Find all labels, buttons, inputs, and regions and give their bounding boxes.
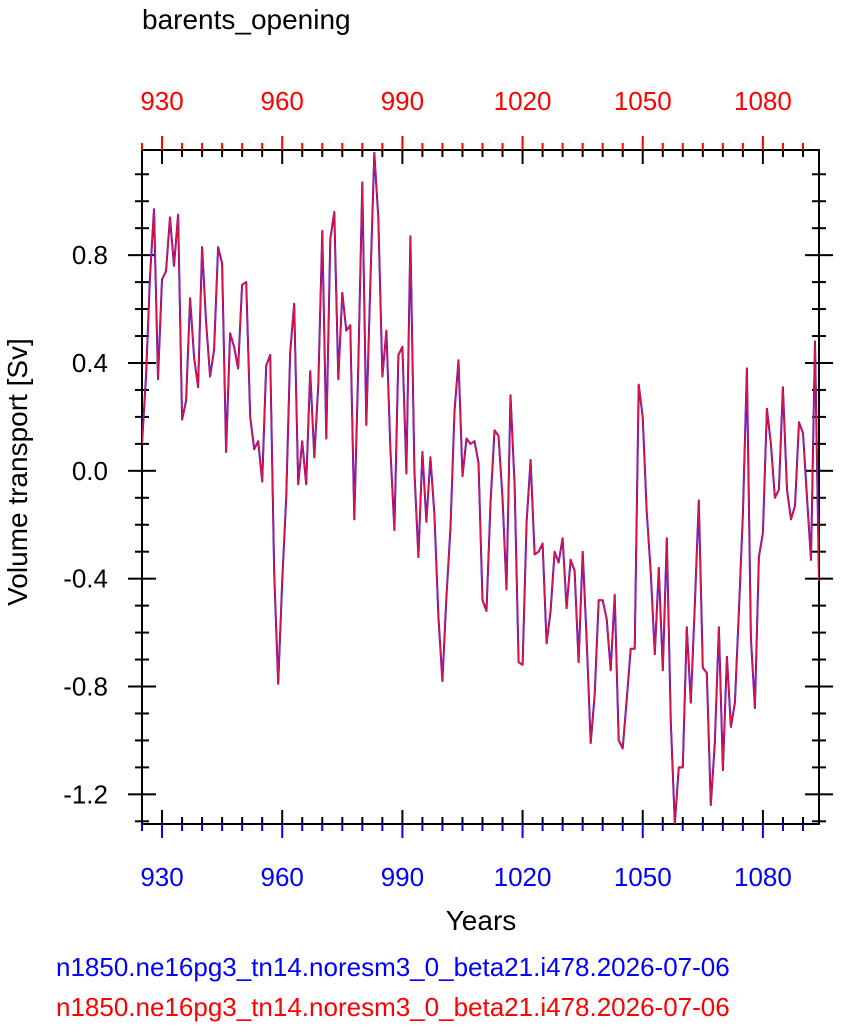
series-line-blue: [142, 151, 819, 824]
y-tick-label: -0.8: [63, 672, 108, 702]
y-tick-label: 0.8: [72, 240, 108, 270]
y-tick-label: 0.0: [72, 456, 108, 486]
legend-caption-red: n1850.ne16pg3_tn14.noresm3_0_beta21.i478…: [56, 992, 730, 1022]
y-axis-label: Volume transport [Sv]: [2, 338, 33, 606]
x-tick-label-bottom: 1080: [734, 862, 792, 892]
x-tick-label-top: 960: [261, 86, 304, 116]
x-tick-label-bottom: 990: [381, 862, 424, 892]
y-tick-label: 0.4: [72, 348, 108, 378]
y-tick-label: -1.2: [63, 779, 108, 809]
x-tick-label-bottom: 1020: [494, 862, 552, 892]
y-tick-label: -0.4: [63, 564, 108, 594]
x-tick-label-top: 1080: [734, 86, 792, 116]
x-tick-label-bottom: 930: [140, 862, 183, 892]
x-tick-label-bottom: 960: [261, 862, 304, 892]
x-tick-label-bottom: 1050: [614, 862, 672, 892]
series-line-red: [142, 151, 819, 824]
legend-caption-blue: n1850.ne16pg3_tn14.noresm3_0_beta21.i478…: [56, 952, 730, 982]
x-tick-label-top: 930: [140, 86, 183, 116]
x-tick-label-top: 990: [381, 86, 424, 116]
plot-frame: [141, 149, 820, 825]
x-tick-label-top: 1020: [494, 86, 552, 116]
x-axis-label: Years: [446, 905, 517, 936]
chart-title: barents_opening: [142, 4, 351, 35]
x-tick-label-top: 1050: [614, 86, 672, 116]
